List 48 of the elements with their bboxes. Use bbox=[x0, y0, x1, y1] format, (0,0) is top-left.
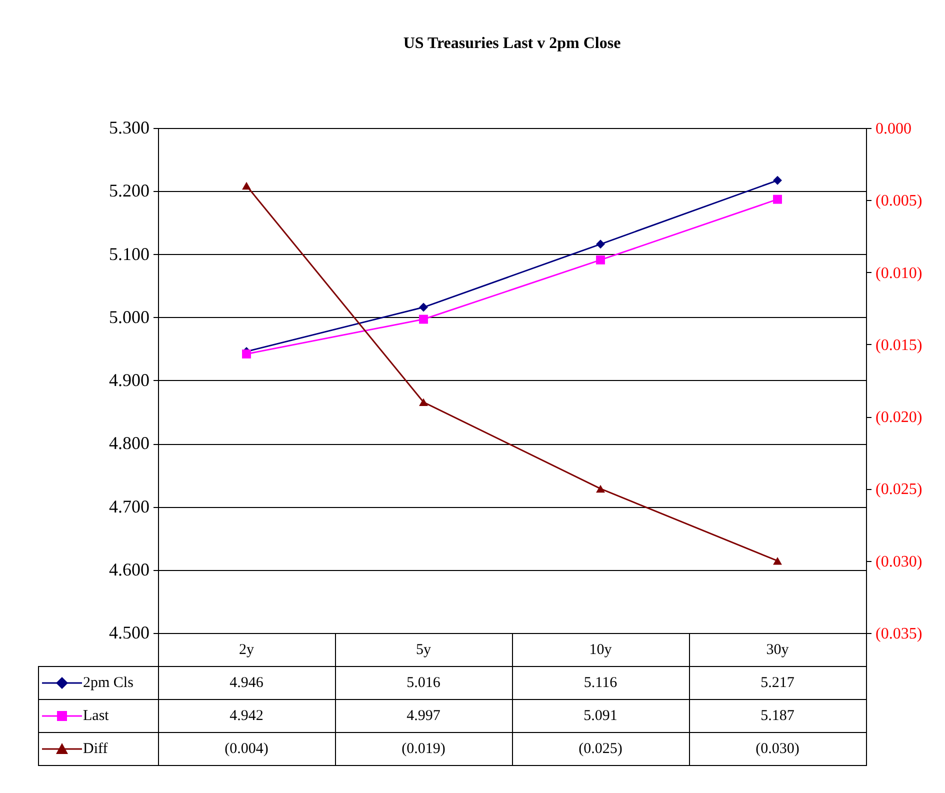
y2-tick-label: (0.030) bbox=[876, 553, 922, 570]
point bbox=[596, 255, 605, 264]
point bbox=[773, 194, 782, 204]
y2-tick-label: (0.020) bbox=[876, 409, 922, 426]
y-tick-label: 5.100 bbox=[109, 244, 150, 264]
point bbox=[242, 350, 251, 358]
y-tick-label: 4.900 bbox=[109, 370, 150, 390]
y-tick-label: 5.000 bbox=[109, 306, 150, 327]
y2-tick-label: 0.000 bbox=[876, 120, 912, 138]
chart-title: US Treasuries Last v 2pm Close bbox=[403, 35, 621, 52]
legend-label: Diff bbox=[83, 740, 108, 756]
data-label: (0.025) bbox=[512, 732, 689, 766]
legend-label: 2pm Cls bbox=[83, 674, 134, 690]
y-tick-label: 4.500 bbox=[109, 622, 150, 642]
x-tick-label: 30y bbox=[689, 634, 866, 666]
data-label: 5.116 bbox=[512, 666, 689, 700]
data-label: 4.942 bbox=[158, 700, 335, 732]
y-tick-label: 5.300 bbox=[109, 118, 150, 138]
legend-label: Last bbox=[83, 708, 109, 724]
x-tick-label: 2y bbox=[158, 634, 335, 666]
point bbox=[773, 556, 782, 565]
data-label: (0.030) bbox=[689, 732, 866, 766]
data-label: 4.997 bbox=[335, 700, 512, 732]
x-tick-label: 10y bbox=[512, 634, 689, 666]
y-tick-label: 4.600 bbox=[109, 559, 150, 580]
y-tick-label: 4.700 bbox=[109, 496, 150, 516]
point bbox=[596, 240, 605, 249]
y-tick-label: 5.200 bbox=[109, 180, 150, 201]
point bbox=[596, 484, 605, 493]
point bbox=[242, 182, 251, 190]
y2-tick-label: (0.015) bbox=[876, 336, 922, 354]
data-label: 5.217 bbox=[689, 666, 866, 700]
point bbox=[419, 302, 428, 312]
y-tick-label: 4.800 bbox=[109, 433, 150, 454]
data-label: (0.019) bbox=[335, 732, 512, 766]
y2-tick-label: (0.010) bbox=[876, 264, 922, 282]
point bbox=[773, 176, 782, 185]
data-label: 5.091 bbox=[512, 700, 689, 732]
data-label: 5.016 bbox=[335, 666, 512, 700]
data-label: 5.187 bbox=[689, 700, 866, 732]
data-label: (0.004) bbox=[158, 732, 335, 766]
data-label: 4.946 bbox=[158, 666, 335, 700]
point bbox=[419, 314, 428, 324]
point bbox=[419, 398, 428, 406]
y2-tick-label: (0.035) bbox=[876, 626, 922, 642]
x-tick-label: 5y bbox=[335, 634, 512, 666]
y2-tick-label: (0.005) bbox=[876, 192, 922, 210]
y2-tick-label: (0.025) bbox=[876, 481, 922, 498]
